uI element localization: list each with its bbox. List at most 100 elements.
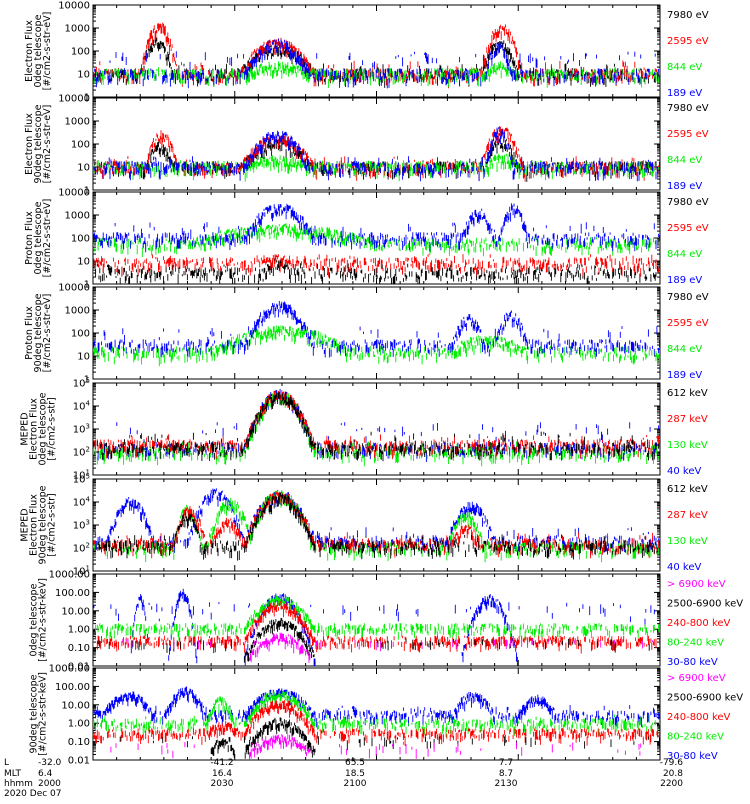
y-tick-label: 104 <box>73 496 91 509</box>
series-layer <box>93 388 660 467</box>
legend-entry: 2500-6900 keV <box>667 693 743 704</box>
axis-value-mlt: 6.4 <box>38 769 53 779</box>
y-tick-label: 10 <box>77 257 90 268</box>
series-layer <box>93 686 660 760</box>
series-trace-844-ev <box>93 325 660 367</box>
y-tick-label: 100 <box>71 234 90 245</box>
series-trace-2500-6900-kev <box>119 717 660 759</box>
legend-entry: 287 keV <box>667 510 708 521</box>
panel-frame <box>92 478 661 572</box>
legend-entry: 2595 eV <box>667 36 709 47</box>
y-axis-title-line: MEPED <box>20 508 31 541</box>
y-axis-title-line: Electron Flux <box>29 494 40 556</box>
legend-entry: 2500-6900 keV <box>667 599 743 610</box>
y-tick-label: 1.00 <box>68 719 90 730</box>
y-tick-label: 1 <box>84 375 90 386</box>
series-trace-612-kev <box>93 492 660 561</box>
y-tick-label: 1 <box>84 186 90 197</box>
y-tick-label: 1000.00 <box>49 570 90 581</box>
y-tick-label: 10000 <box>58 94 90 105</box>
y-tick-label: 10000 <box>58 1 90 12</box>
series-trace-30-80-kev <box>94 686 660 728</box>
axis-value-hhmm: 2030 <box>211 779 234 789</box>
axis-value-l: -32.0 <box>38 758 62 768</box>
y-axis-title-line: [#/cm2-s-str-keV] <box>38 578 49 662</box>
y-axis-title-line: 90deg telescope <box>33 104 44 183</box>
axis-value-hhmm: 2130 <box>495 779 518 789</box>
legend-entry: 30-80 keV <box>667 751 718 762</box>
legend-entry: 2595 eV <box>667 129 709 140</box>
series-trace-240-800-kev <box>93 600 660 654</box>
y-axis-title-line: Proton Flux <box>24 306 35 360</box>
axis-row-label: hhmm <box>4 779 33 789</box>
y-tick-label: 0.10 <box>68 737 90 748</box>
series-trace-2500-6900-kev <box>97 617 650 665</box>
legend-entry: 189 eV <box>667 181 702 192</box>
axis-value-mlt: 8.7 <box>499 769 513 779</box>
legend-entry: 844 eV <box>667 62 702 73</box>
y-tick-label: 1000 <box>65 24 90 35</box>
legend-entry: 7980 eV <box>667 292 709 303</box>
y-axis-title-line: [#/cm2-s-str-keV] <box>38 672 49 756</box>
y-tick-label: 10 <box>77 352 90 363</box>
date-label: 2020 Dec 07 <box>4 789 62 799</box>
y-tick-label: 100 <box>71 329 90 340</box>
legend-entry: 40 keV <box>667 562 701 573</box>
y-axis-title-line: 0deg telescope <box>29 583 40 656</box>
axis-value-hhmm: 2000 <box>38 779 61 789</box>
panel-frame <box>92 286 661 380</box>
y-tick-label: 10000 <box>58 283 90 294</box>
legend-entry: 40 keV <box>667 466 701 477</box>
axis-row-label: L <box>4 758 9 768</box>
legend-entry: 189 eV <box>667 370 702 381</box>
series-layer <box>93 488 660 563</box>
y-axis-title-line: 0deg telescope <box>33 14 44 87</box>
legend-entry: 612 keV <box>667 484 708 495</box>
y-tick-label: 100.00 <box>55 682 90 693</box>
series-layer <box>93 22 660 89</box>
panel-frame <box>92 4 661 98</box>
y-axis-title-line: 0deg telescope <box>38 392 49 465</box>
y-tick-label: 1.00 <box>68 625 90 636</box>
series-trace-612-kev <box>93 391 660 462</box>
y-tick-label: 1000 <box>65 211 90 222</box>
y-tick-label: 1000 <box>65 306 90 317</box>
series-trace-240-800-kev <box>93 700 660 746</box>
legend-entry: 287 keV <box>667 414 708 425</box>
y-axis-title-line: [#/cm2-s-str-eV] <box>42 12 53 91</box>
axis-value-l: 7.7 <box>499 758 513 768</box>
y-tick-label: 102 <box>73 446 90 459</box>
legend-entry: > 6900 keV <box>667 579 726 590</box>
series-trace-189-ev <box>93 203 660 253</box>
panel-frame <box>92 382 661 476</box>
y-axis-title-line: Electron Flux <box>29 398 40 460</box>
y-tick-label: 101 <box>73 469 90 482</box>
axis-value-hhmm: 2200 <box>660 779 683 789</box>
series-trace--6900-kev <box>110 734 642 760</box>
y-tick-label: 10 <box>77 163 90 174</box>
legend-entry: 7980 eV <box>667 10 709 21</box>
axis-row-label: MLT <box>4 769 22 779</box>
series-layer <box>93 588 660 666</box>
legend-entry: 189 eV <box>667 275 702 286</box>
legend-entry: 2595 eV <box>667 223 709 234</box>
legend-entry: 7980 eV <box>667 103 709 114</box>
y-axis-title-line: [#/cm2-s-str-eV] <box>42 105 53 184</box>
legend-entry: 844 eV <box>667 155 702 166</box>
y-tick-label: 102 <box>73 542 90 555</box>
legend-entry: 189 eV <box>667 88 702 99</box>
y-tick-label: 105 <box>73 377 90 390</box>
